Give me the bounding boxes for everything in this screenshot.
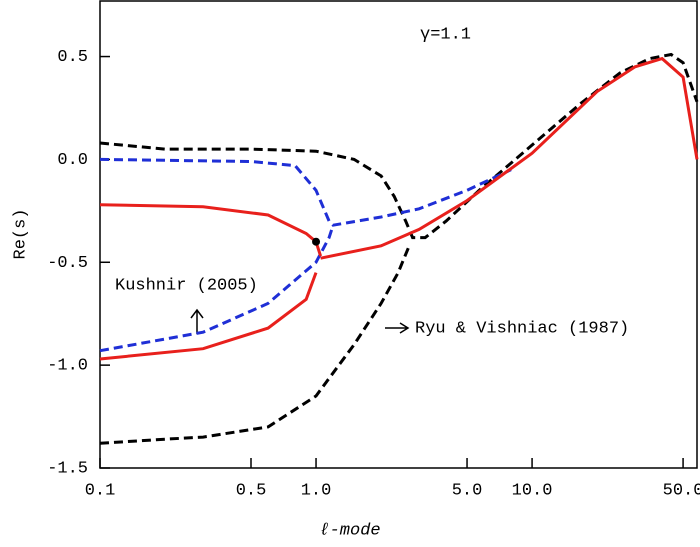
y-tick-label: 0.0 <box>57 151 88 170</box>
series-line <box>99 272 318 361</box>
x-tick-label: 5.0 <box>452 481 483 500</box>
marker-point <box>312 237 321 246</box>
y-tick-label: -1.0 <box>47 357 88 376</box>
series-line <box>99 245 411 445</box>
y-tick-label: 0.5 <box>57 48 88 67</box>
series-line <box>99 52 699 240</box>
arrow <box>385 322 410 334</box>
y-tick-label: -0.5 <box>47 254 88 273</box>
annotation: Kushnir (2005) <box>115 276 258 295</box>
series-line <box>99 157 512 227</box>
x-tick-label: 0.5 <box>236 481 267 500</box>
annotation: γ=1.1 <box>420 25 471 44</box>
arrow <box>190 308 204 334</box>
series-line <box>99 224 335 353</box>
x-tick-label: 10.0 <box>512 481 553 500</box>
x-axis-label: ℓ-mode <box>319 521 380 540</box>
series-line <box>99 203 323 257</box>
annotation: Ryu & Vishniac (1987) <box>415 319 629 338</box>
series-line <box>320 56 699 260</box>
x-tick-label: 50.0 <box>663 481 700 500</box>
x-tick-label: 1.0 <box>301 481 332 500</box>
y-axis-label: Re(s) <box>11 208 30 259</box>
x-tick-label: 0.1 <box>85 481 116 500</box>
plot-frame <box>99 0 698 469</box>
y-tick-label: -1.5 <box>47 459 88 478</box>
